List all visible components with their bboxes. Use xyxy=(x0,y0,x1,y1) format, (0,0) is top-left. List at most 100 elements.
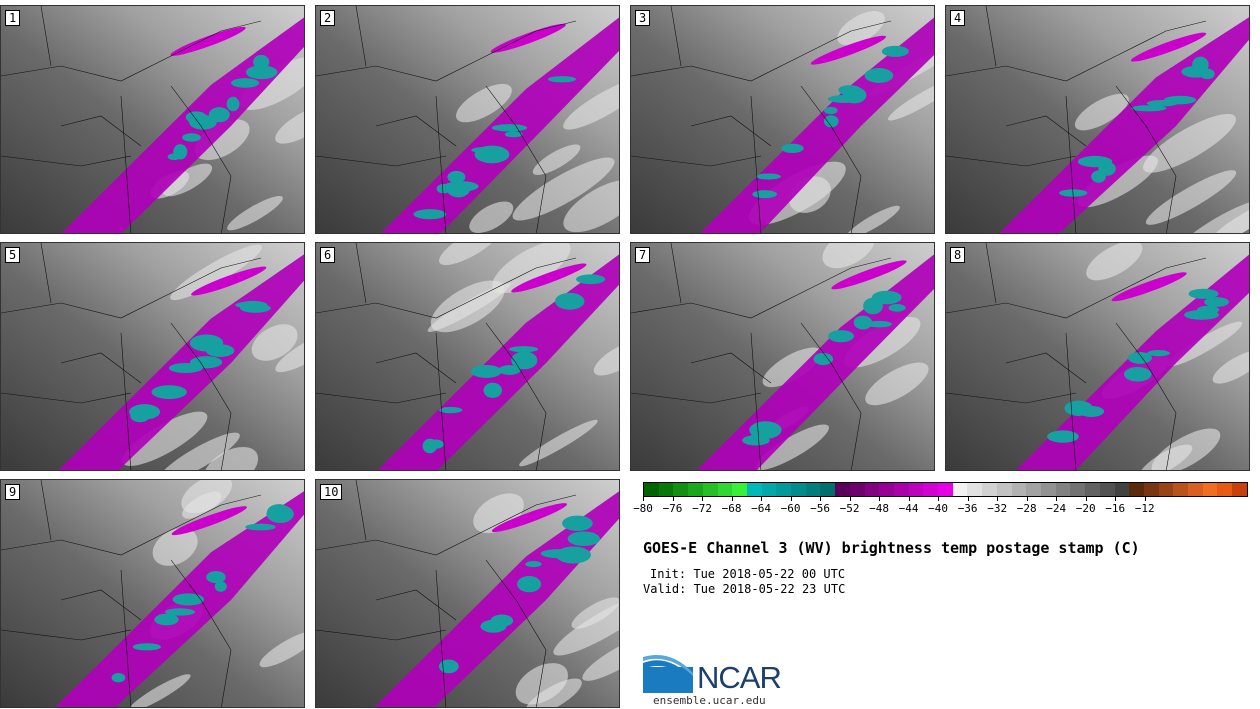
colorbar-segment xyxy=(658,483,674,496)
colorbar-tick-label: −20 xyxy=(1075,502,1096,515)
init-time: Init: Tue 2018-05-22 00 UTC xyxy=(650,567,846,581)
water-vapor-map xyxy=(316,480,619,707)
colorbar-tick-label: −16 xyxy=(1105,502,1126,515)
postage-stamp-panel-6: 6 xyxy=(315,242,620,471)
postage-stamp-panel-2: 2 xyxy=(315,5,620,234)
colorbar-segment xyxy=(644,483,659,496)
water-vapor-map xyxy=(316,243,619,470)
colorbar-tick-label: −72 xyxy=(692,502,712,515)
colorbar-tick-label: −68 xyxy=(721,502,742,515)
colorbar-segment xyxy=(1173,483,1189,496)
colorbar-tick xyxy=(849,497,851,501)
colorbar-tick-label: −52 xyxy=(839,502,860,515)
water-vapor-map xyxy=(1,243,304,470)
colorbar-segment xyxy=(776,483,792,496)
colorbar-segment xyxy=(746,483,762,496)
colorbar-tick xyxy=(938,497,940,501)
panel-number: 3 xyxy=(635,10,651,26)
colorbar-segment xyxy=(1143,483,1159,496)
water-vapor-map xyxy=(1,6,304,233)
colorbar-tick-label: −44 xyxy=(898,502,919,515)
colorbar-tick xyxy=(790,497,792,501)
colorbar-segment xyxy=(1055,483,1071,496)
colorbar-ticks: −80 −76 −72 −68 −64 −60 −56 −52 −48 −44 −40 −36 −32−… xyxy=(633,497,1248,517)
colorbar-segment xyxy=(1158,483,1174,496)
colorbar-tick-label: −76 xyxy=(662,502,683,515)
colorbar-segment xyxy=(864,483,880,496)
colorbar-tick xyxy=(1085,497,1087,501)
colorbar-tick-label: −28 xyxy=(1016,502,1037,515)
figure-title: GOES-E Channel 3 (WV) brightness temp po… xyxy=(643,539,1140,557)
colorbar-tick xyxy=(997,497,999,501)
panel-number: 5 xyxy=(5,247,21,263)
colorbar-segment xyxy=(1188,483,1203,496)
water-vapor-map xyxy=(631,243,934,470)
colorbar-segment xyxy=(908,483,924,496)
colorbar-segment xyxy=(1129,483,1144,496)
postage-stamp-panel-4: 4 xyxy=(945,5,1250,234)
postage-stamp-panel-3: 3 xyxy=(630,5,935,234)
colorbar-segment xyxy=(673,483,689,496)
colorbar-tick-label: −64 xyxy=(751,502,771,515)
colorbar-segment xyxy=(1011,483,1027,496)
colorbar-tick xyxy=(820,497,822,501)
colorbar-segment xyxy=(702,483,718,496)
colorbar-segment xyxy=(982,483,997,496)
colorbar-segment xyxy=(820,483,836,496)
colorbar-segment xyxy=(1085,483,1100,496)
water-vapor-map xyxy=(1,480,304,707)
colorbar-segment xyxy=(938,483,953,496)
panel-number: 6 xyxy=(320,247,336,263)
colorbar-segment xyxy=(996,483,1012,496)
colorbar-tick xyxy=(702,497,704,501)
colorbar-segment xyxy=(893,483,909,496)
colorbar-segment xyxy=(849,483,865,496)
ncar-logo-text: NCAR xyxy=(697,660,782,695)
postage-stamp-panel-8: 8 xyxy=(945,242,1250,471)
panel-number: 10 xyxy=(320,484,343,500)
colorbar-tick xyxy=(761,497,763,501)
colorbar-tick xyxy=(1026,497,1028,501)
postage-stamp-panel-9: 9 xyxy=(0,479,305,708)
colorbar xyxy=(643,482,1248,497)
water-vapor-map xyxy=(631,6,934,233)
water-vapor-map xyxy=(946,243,1249,470)
colorbar-segment xyxy=(805,483,821,496)
colorbar-tick-label: −60 xyxy=(780,502,801,515)
colorbar-segment xyxy=(1040,483,1056,496)
colorbar-tick xyxy=(731,497,733,501)
panel-number: 1 xyxy=(5,10,21,26)
colorbar-segment xyxy=(1099,483,1115,496)
site-url: ensemble.ucar.edu xyxy=(653,694,766,707)
colorbar-segment xyxy=(1026,483,1041,496)
colorbar-tick xyxy=(879,497,881,501)
panel-number: 7 xyxy=(635,247,651,263)
colorbar-segment xyxy=(1070,483,1086,496)
colorbar-tick xyxy=(1144,497,1146,501)
postage-stamp-panel-5: 5 xyxy=(0,242,305,471)
colorbar-tick-label: −48 xyxy=(869,502,890,515)
postage-stamp-panel-10: 10 xyxy=(315,479,620,708)
colorbar-segment xyxy=(1114,483,1130,496)
colorbar-tick xyxy=(908,497,910,501)
colorbar-tick xyxy=(1056,497,1058,501)
colorbar-tick-label: −12 xyxy=(1134,502,1155,515)
colorbar-tick-label: −40 xyxy=(928,502,949,515)
colorbar-segment xyxy=(923,483,939,496)
panel-number: 8 xyxy=(950,247,966,263)
colorbar-tick-label: −24 xyxy=(1046,502,1067,515)
colorbar-segment xyxy=(1202,483,1218,496)
colorbar-tick-label: −36 xyxy=(957,502,978,515)
colorbar-tick xyxy=(967,497,969,501)
panel-number: 9 xyxy=(5,484,21,500)
colorbar-tick xyxy=(1115,497,1117,501)
colorbar-segment xyxy=(688,483,703,496)
colorbar-tick-label: −32 xyxy=(987,502,1008,515)
colorbar-segment xyxy=(967,483,983,496)
panel-number: 2 xyxy=(320,10,336,26)
colorbar-segment xyxy=(952,483,968,496)
colorbar-segment xyxy=(717,483,733,496)
colorbar-tick xyxy=(643,497,644,501)
colorbar-segment xyxy=(1217,483,1233,496)
water-vapor-map xyxy=(946,6,1249,233)
